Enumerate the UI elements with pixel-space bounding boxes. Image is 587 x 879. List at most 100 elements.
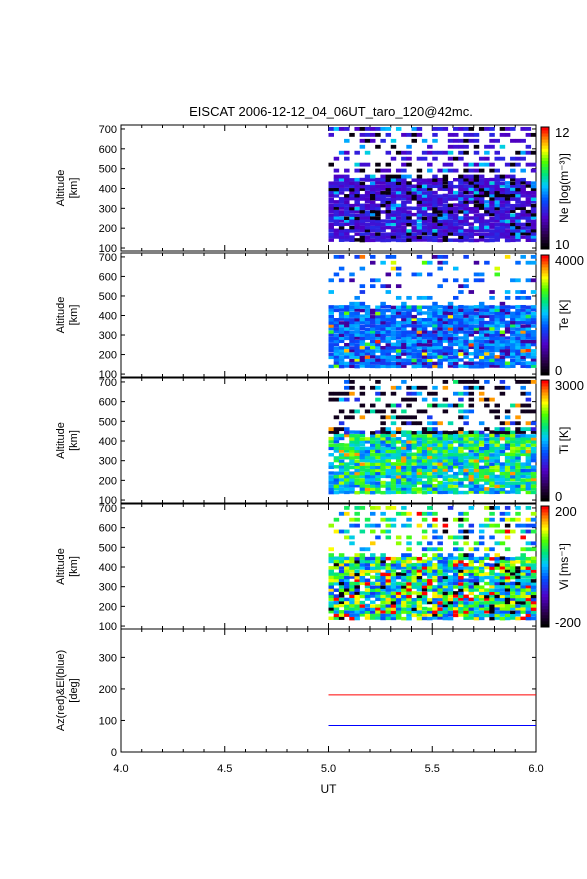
- heatmap-cell: [484, 339, 490, 344]
- heatmap-cell: [380, 484, 386, 488]
- heatmap-cell: [437, 330, 443, 334]
- heatmap-cell: [370, 600, 376, 604]
- heatmap-cell: [349, 556, 355, 561]
- heatmap-cell: [411, 138, 417, 143]
- heatmap-cell: [349, 603, 355, 608]
- heatmap-cell: [499, 358, 506, 362]
- heatmap-cell: [364, 547, 371, 552]
- heatmap-cell: [473, 200, 480, 204]
- heatmap-cell: [453, 228, 459, 233]
- heatmap-cell: [390, 327, 397, 331]
- heatmap-cell: [442, 529, 449, 534]
- heatmap-cell: [328, 228, 334, 233]
- heatmap-cell: [525, 434, 532, 438]
- y-tick-label: 700: [99, 377, 117, 389]
- heatmap-cell: [484, 144, 490, 149]
- heatmap-cell: [427, 541, 433, 546]
- heatmap-cell: [344, 222, 350, 226]
- heatmap-cell: [489, 449, 495, 453]
- heatmap-cell: [499, 333, 506, 337]
- heatmap-cell: [468, 168, 475, 173]
- heatmap-cell: [364, 603, 371, 608]
- heatmap-cell: [510, 321, 516, 325]
- heatmap-cell: [530, 421, 537, 426]
- heatmap-cell: [333, 187, 340, 192]
- heatmap-cell: [530, 132, 537, 137]
- heatmap-cell: [390, 578, 397, 582]
- heatmap-cell: [510, 584, 516, 589]
- heatmap-cell: [390, 517, 397, 522]
- heatmap-cell: [390, 443, 397, 447]
- heatmap-cell: [510, 490, 516, 494]
- colorbar-step: [541, 236, 549, 241]
- heatmap-cell: [468, 177, 475, 182]
- heatmap-cell: [494, 578, 500, 583]
- heatmap-cell: [349, 272, 355, 277]
- heatmap-cell: [530, 290, 537, 294]
- heatmap-cell: [437, 197, 443, 201]
- heatmap-cell: [416, 446, 423, 451]
- heatmap-cell: [489, 446, 495, 451]
- heatmap-cell: [453, 311, 459, 315]
- heatmap-cell: [530, 364, 537, 368]
- heatmap-cell: [344, 364, 350, 368]
- heatmap-cell: [416, 481, 423, 485]
- heatmap-cell: [499, 193, 506, 198]
- heatmap-cell: [489, 168, 495, 173]
- heatmap-cell: [421, 355, 428, 359]
- heatmap-cell: [458, 352, 464, 356]
- heatmap-cell: [427, 563, 433, 567]
- heatmap-cell: [447, 333, 454, 338]
- heatmap-cell: [473, 462, 480, 466]
- heatmap-cell: [499, 594, 506, 599]
- heatmap-cell: [453, 563, 459, 567]
- heatmap-cell: [499, 200, 506, 204]
- heatmap-cell: [494, 174, 500, 179]
- heatmap-cell: [395, 446, 402, 451]
- heatmap-cell: [338, 238, 345, 242]
- heatmap-cell: [478, 446, 485, 451]
- heatmap-cell: [333, 456, 340, 460]
- heatmap-cell: [473, 588, 480, 592]
- heatmap-cell: [458, 178, 464, 182]
- heatmap-cell: [370, 607, 376, 611]
- heatmap-cell: [525, 523, 532, 528]
- heatmap-cell: [411, 308, 417, 312]
- heatmap-cell: [380, 260, 386, 265]
- heatmap-cell: [494, 566, 500, 570]
- heatmap-cell: [499, 603, 506, 608]
- heatmap-cell: [510, 232, 516, 236]
- heatmap-cell: [458, 200, 464, 205]
- heatmap-cell: [442, 578, 449, 583]
- colorbar-step: [541, 557, 549, 561]
- colorbar-max-label: 4000: [555, 253, 584, 268]
- heatmap-cell: [421, 346, 428, 350]
- heatmap-cell: [344, 212, 350, 217]
- heatmap-cell: [354, 358, 360, 362]
- heatmap-cell: [437, 607, 443, 611]
- heatmap-cell: [406, 616, 412, 621]
- heatmap-cell: [463, 351, 469, 356]
- heatmap-cell: [421, 219, 428, 224]
- heatmap-cell: [432, 511, 438, 516]
- heatmap-cell: [370, 490, 376, 495]
- heatmap-cell: [432, 430, 438, 435]
- heatmap-cell: [515, 190, 521, 195]
- heatmap-cell: [333, 206, 340, 210]
- heatmap-cell: [504, 229, 511, 233]
- colorbar-step: [541, 533, 549, 537]
- heatmap-cell: [344, 321, 350, 325]
- heatmap-cell: [338, 453, 345, 457]
- heatmap-cell: [354, 581, 360, 586]
- heatmap-cell: [338, 364, 345, 369]
- heatmap-cell: [354, 437, 360, 441]
- heatmap-cell: [406, 459, 412, 463]
- heatmap-cell: [364, 351, 371, 356]
- heatmap-cell: [421, 197, 428, 201]
- heatmap-cell: [478, 585, 485, 589]
- heatmap-cell: [442, 610, 449, 614]
- heatmap-cell: [468, 563, 475, 567]
- heatmap-cell: [333, 397, 340, 402]
- heatmap-cell: [370, 333, 376, 337]
- heatmap-cell: [411, 556, 417, 561]
